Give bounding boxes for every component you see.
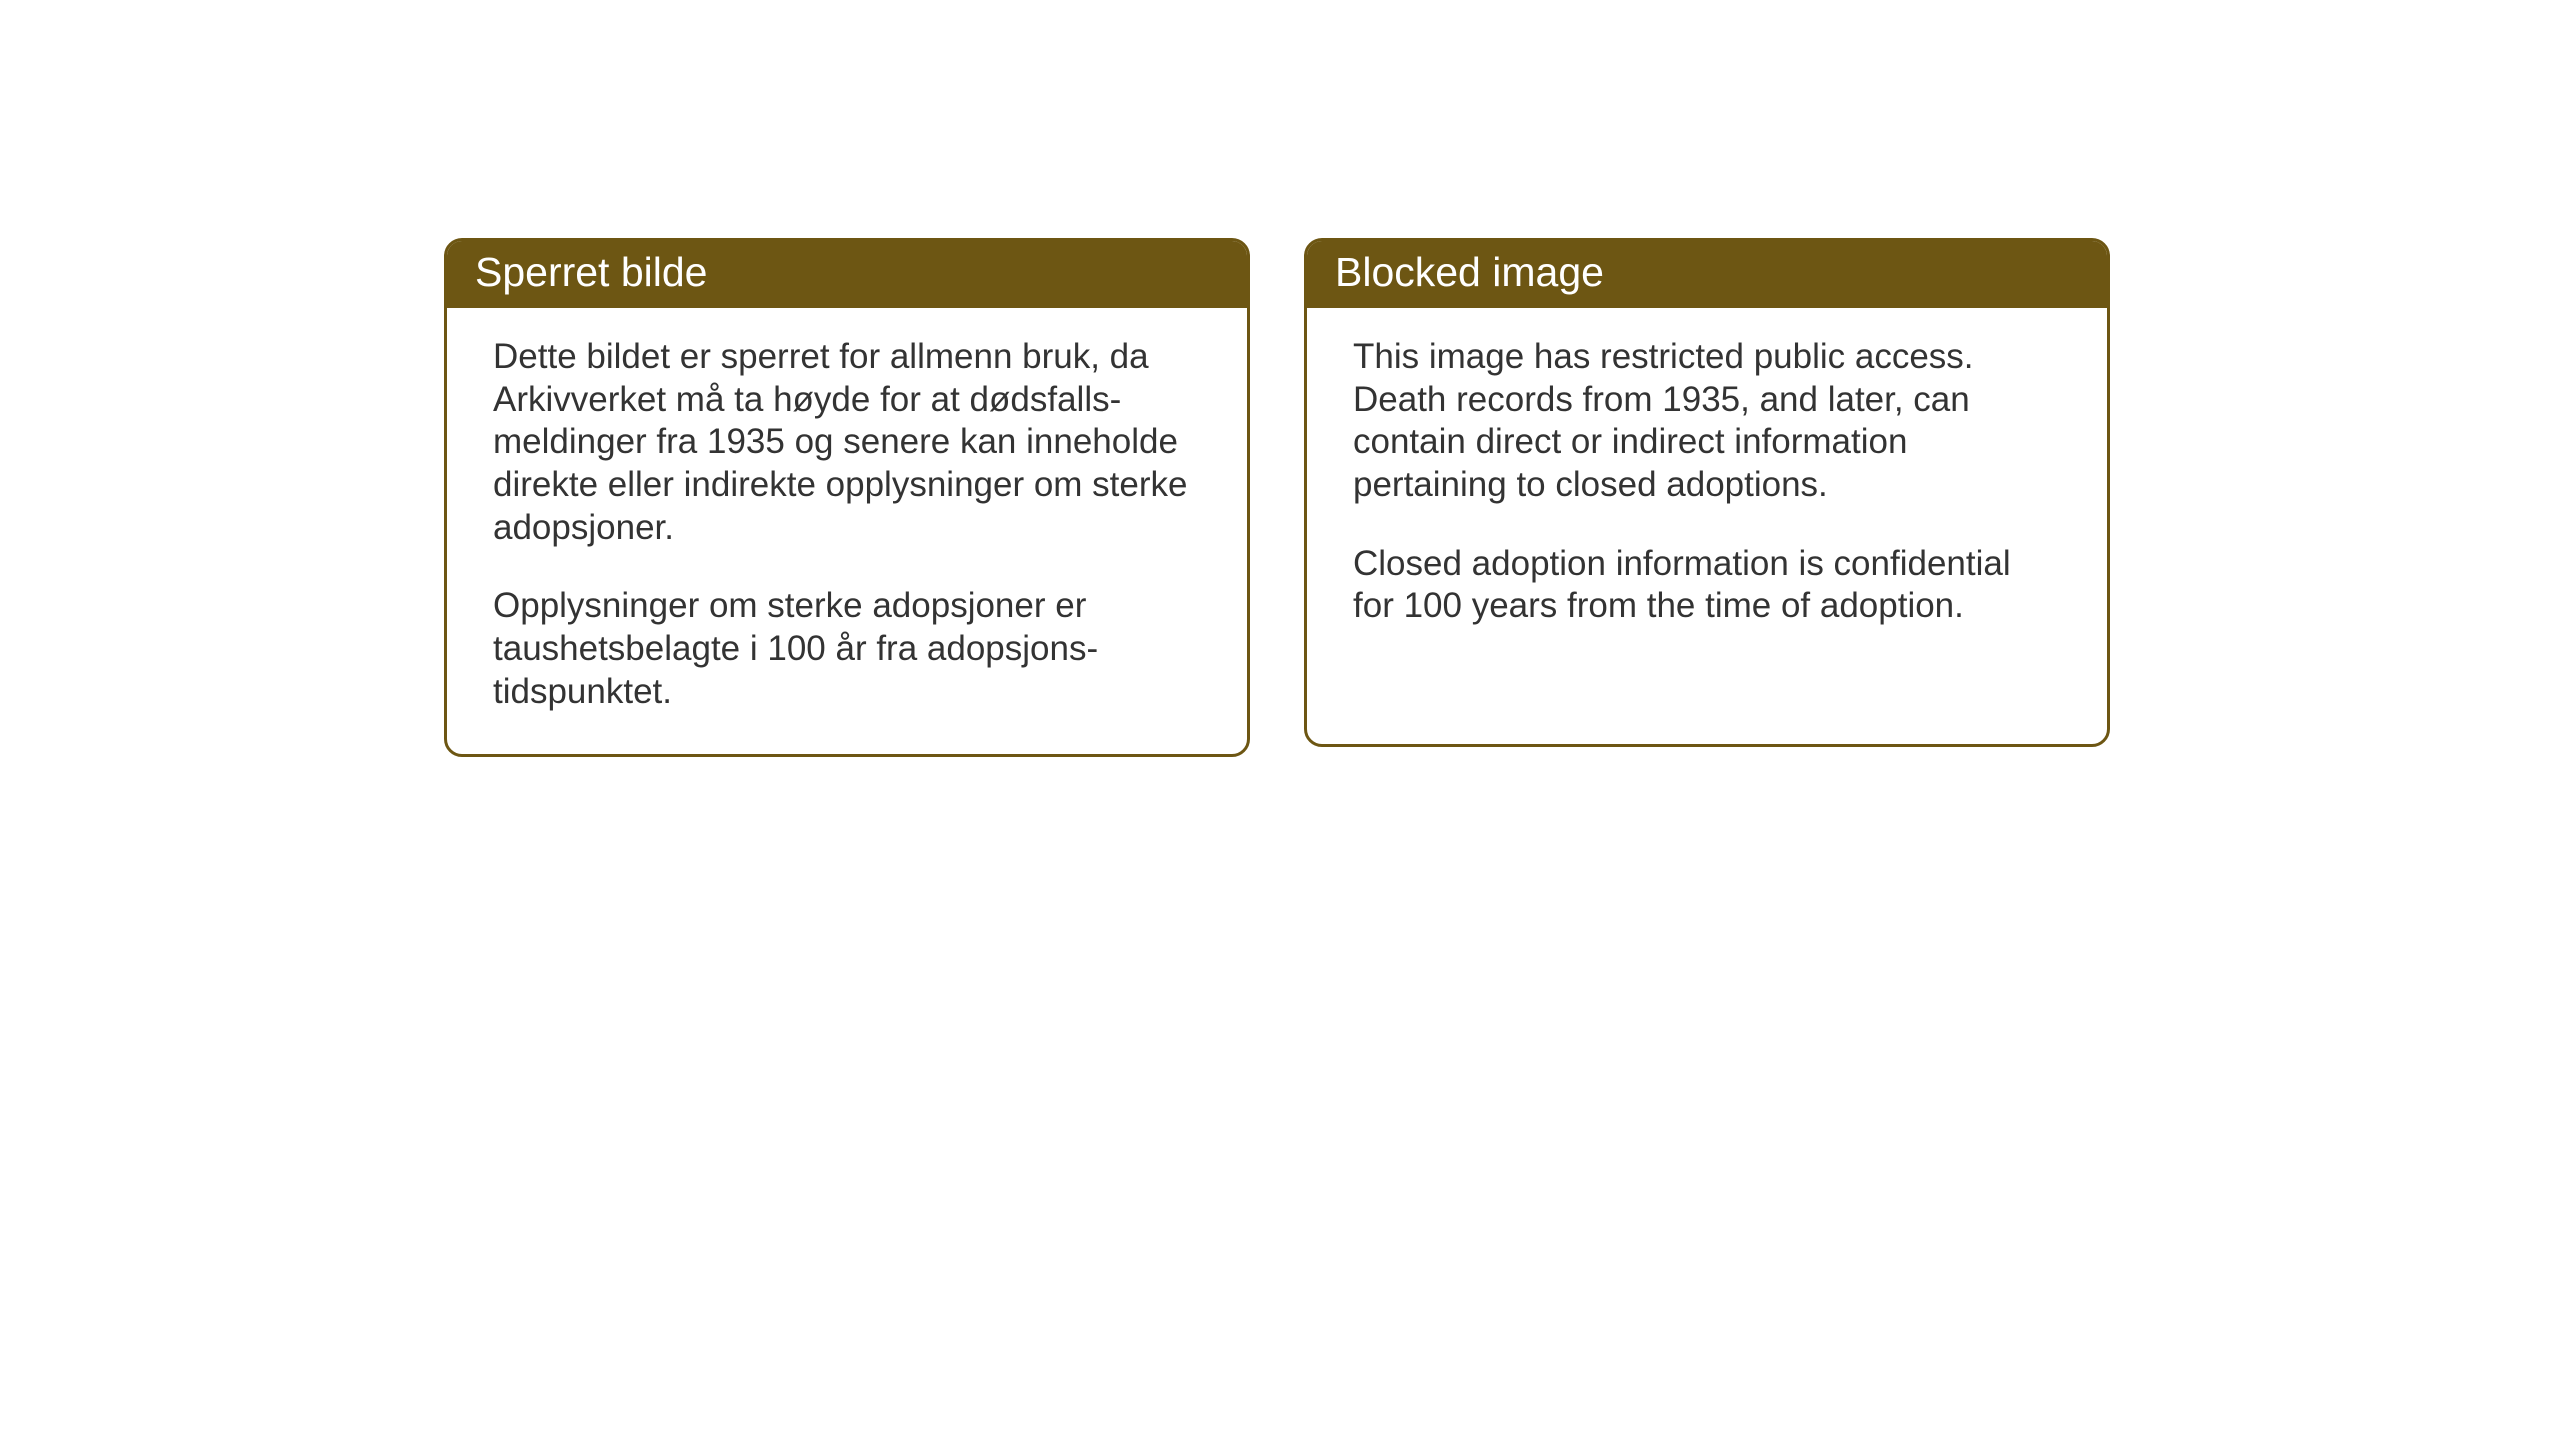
notice-container: Sperret bilde Dette bildet er sperret fo… [444,238,2110,757]
card-header-english: Blocked image [1307,241,2107,308]
notice-card-english: Blocked image This image has restricted … [1304,238,2110,747]
paragraph-norwegian-1: Dette bildet er sperret for allmenn bruk… [493,336,1201,549]
notice-card-norwegian: Sperret bilde Dette bildet er sperret fo… [444,238,1250,757]
paragraph-english-1: This image has restricted public access.… [1353,336,2061,507]
card-body-english: This image has restricted public access.… [1307,308,2107,668]
card-body-norwegian: Dette bildet er sperret for allmenn bruk… [447,308,1247,754]
card-header-norwegian: Sperret bilde [447,241,1247,308]
paragraph-norwegian-2: Opplysninger om sterke adopsjoner er tau… [493,585,1201,713]
paragraph-english-2: Closed adoption information is confident… [1353,543,2061,628]
